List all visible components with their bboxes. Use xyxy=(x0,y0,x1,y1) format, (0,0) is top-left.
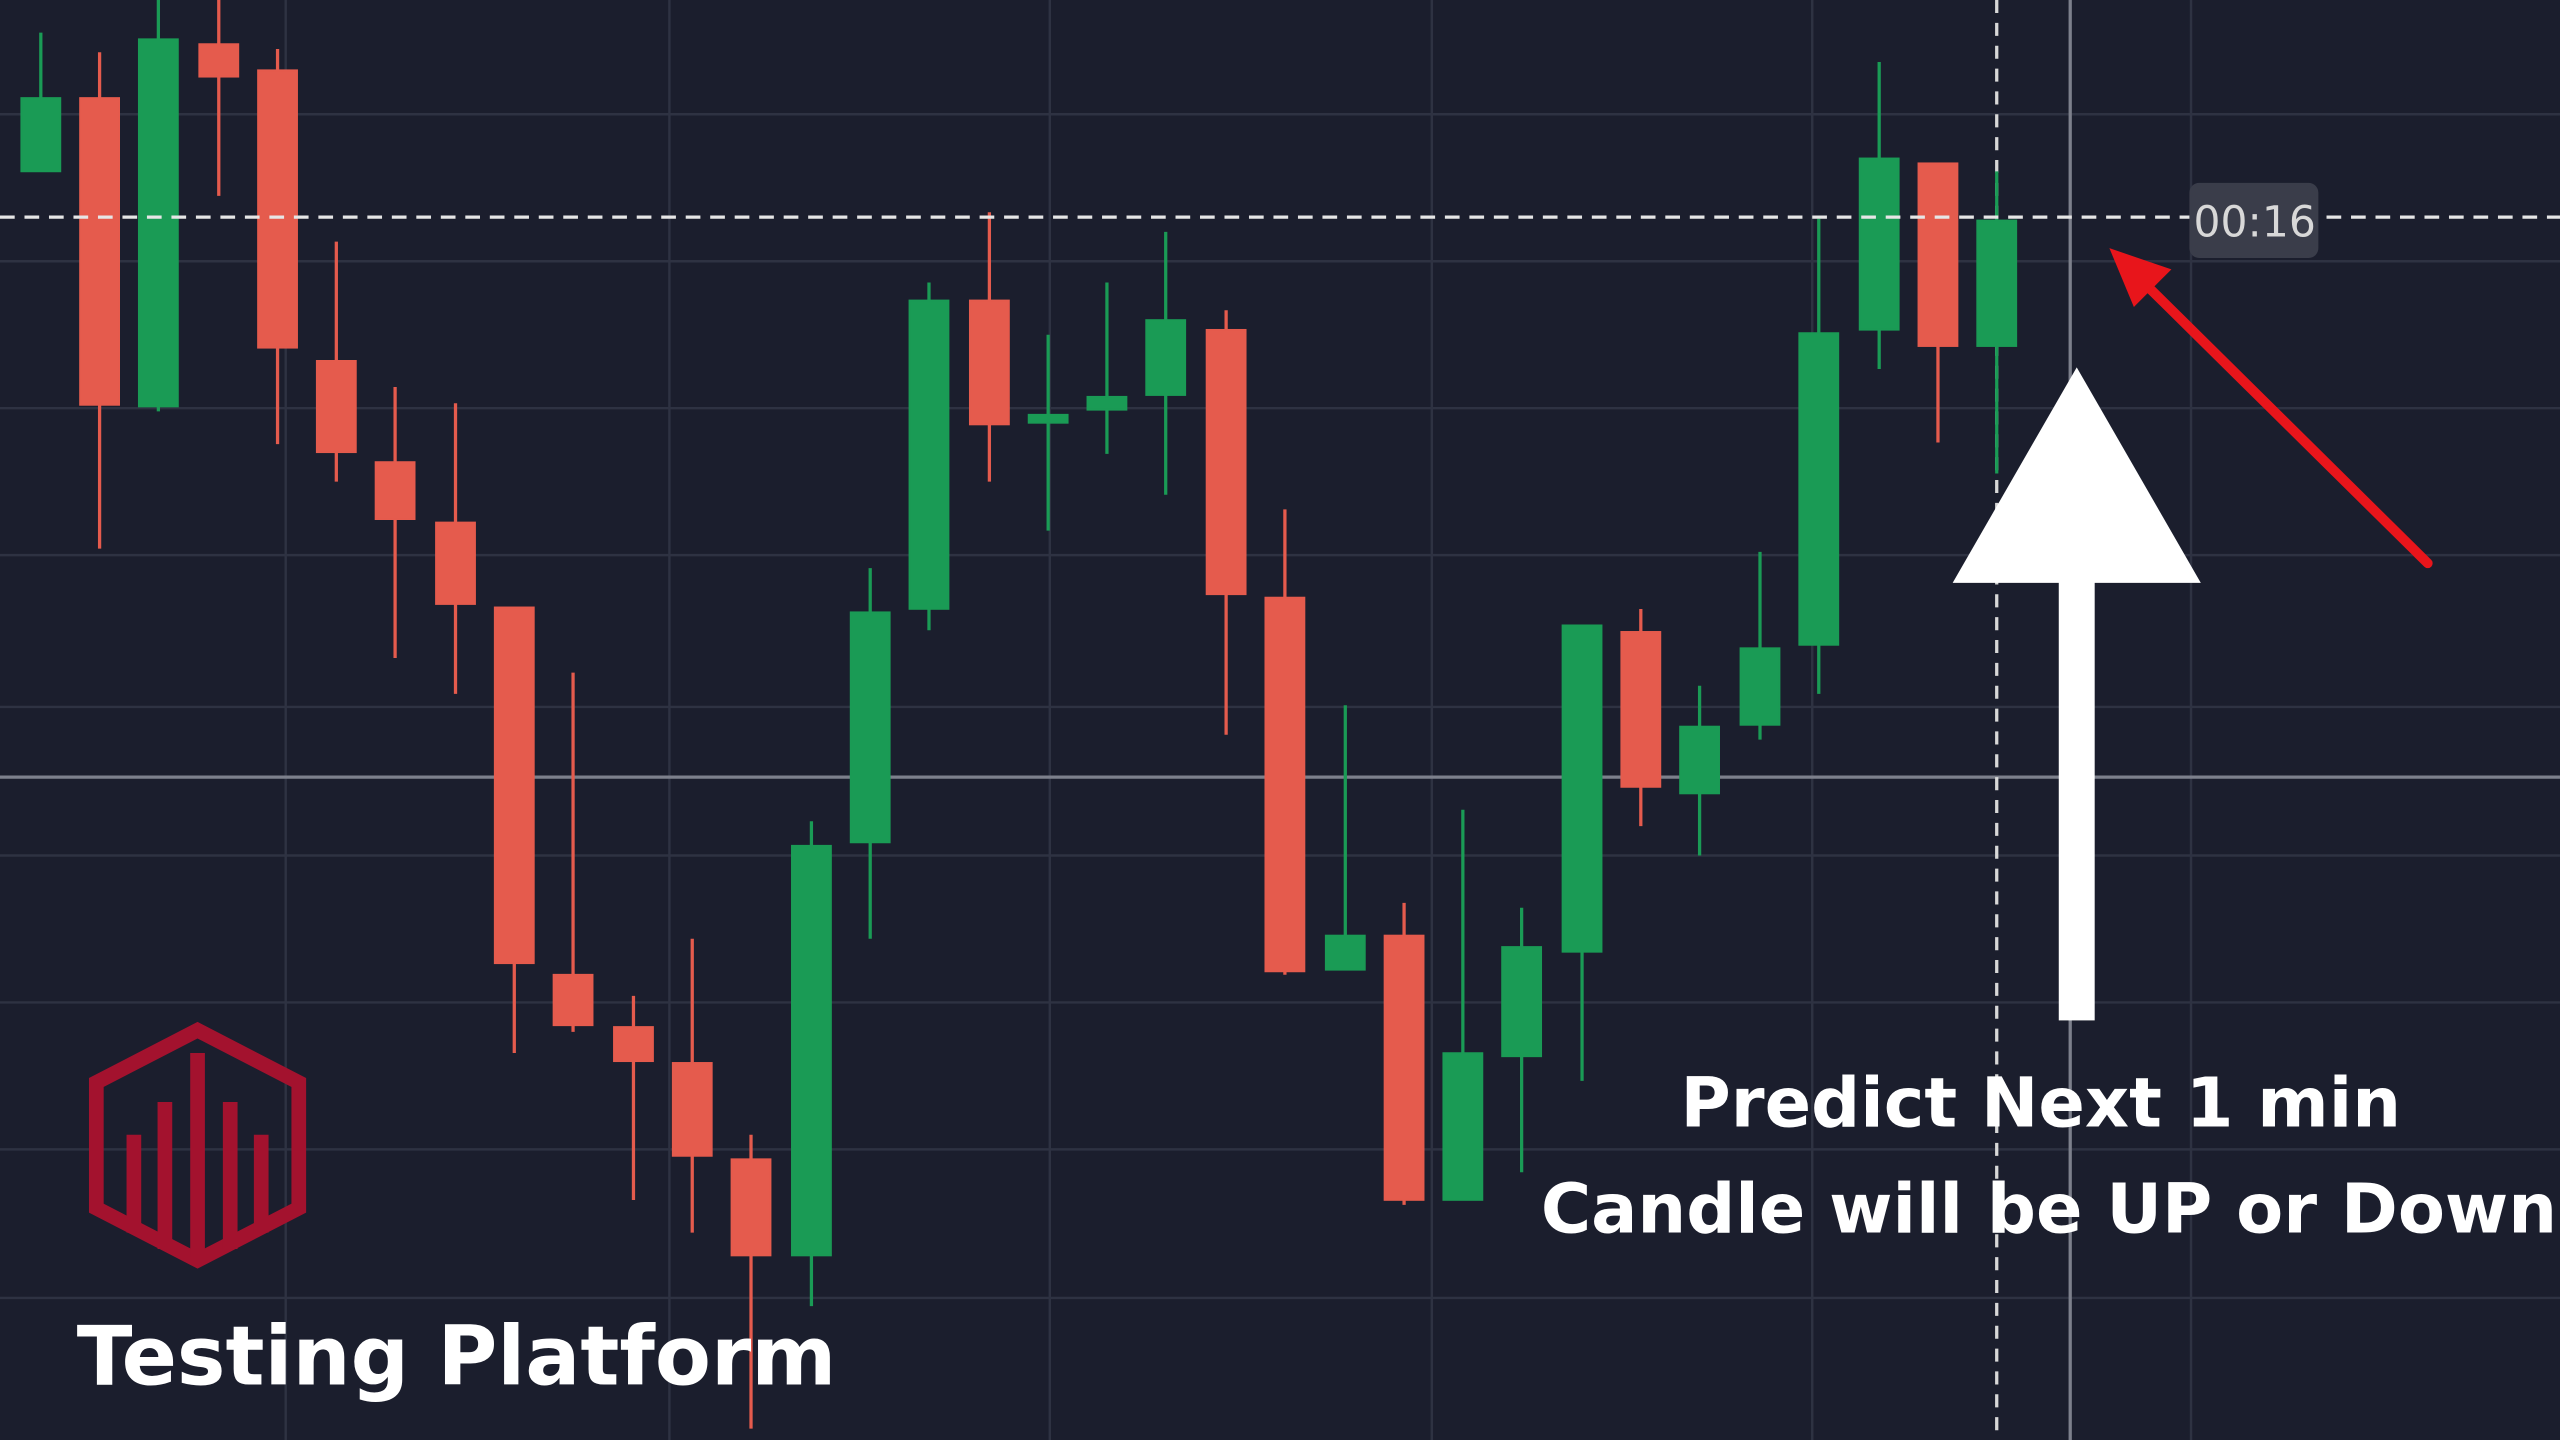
candle xyxy=(137,38,179,408)
candles xyxy=(20,0,2018,1429)
candle xyxy=(1917,162,1959,347)
candle xyxy=(1205,328,1247,596)
candle xyxy=(374,461,416,520)
up-arrow xyxy=(1952,367,2201,1021)
candle xyxy=(908,299,950,610)
candle xyxy=(613,1026,654,1063)
candle xyxy=(435,521,476,605)
candle xyxy=(1383,934,1425,1201)
arrow-shaft xyxy=(2058,571,2095,1021)
candle xyxy=(20,97,62,173)
caption-line: Candle will be UP or Down xyxy=(1541,1170,2557,1250)
timer-badge xyxy=(2189,182,2319,258)
candle xyxy=(1679,725,1720,795)
candle xyxy=(493,606,535,965)
candle xyxy=(1858,157,1900,331)
candle xyxy=(1442,1052,1484,1201)
candle xyxy=(1027,413,1069,424)
candle xyxy=(968,299,1010,426)
candle xyxy=(730,1158,772,1257)
candle xyxy=(1798,332,1840,646)
candle xyxy=(552,973,594,1027)
candle xyxy=(1739,647,1781,726)
logo-hexagon xyxy=(88,1021,307,1269)
brand-name: Testing Platform xyxy=(77,1309,837,1404)
pointer-arrow xyxy=(2109,248,2433,569)
candle xyxy=(1501,946,1543,1058)
candle xyxy=(1086,395,1128,411)
candle xyxy=(1561,624,1603,953)
timer: 00:16 xyxy=(2194,199,2316,248)
logo xyxy=(88,1021,307,1269)
candle xyxy=(1264,596,1306,973)
arrow-head xyxy=(1952,367,2201,583)
caption-line: Predict Next 1 min xyxy=(1681,1064,2402,1144)
candle xyxy=(315,359,357,454)
candle xyxy=(849,611,891,844)
candle xyxy=(791,844,832,1257)
candle xyxy=(79,97,120,406)
candle xyxy=(1324,934,1366,971)
arrow-shaft xyxy=(2142,280,2433,569)
candle xyxy=(257,69,298,349)
candle xyxy=(1620,631,1662,788)
candle xyxy=(1145,319,1187,396)
candle xyxy=(671,1062,713,1157)
arrow-head xyxy=(2109,248,2172,307)
candle xyxy=(198,43,240,78)
candle xyxy=(1976,219,2018,347)
